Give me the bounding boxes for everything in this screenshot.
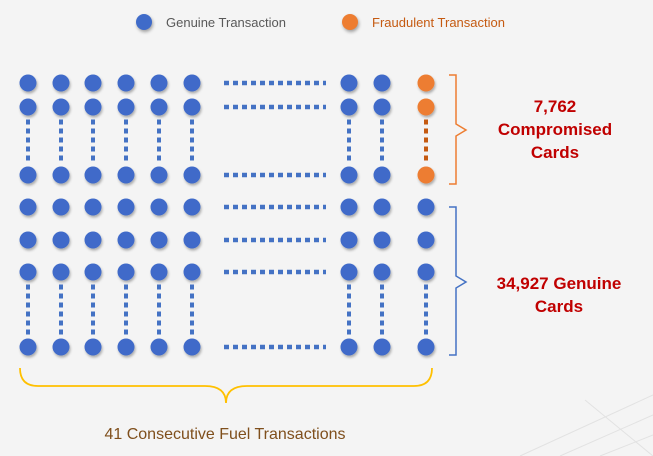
genuine-transaction-dot bbox=[150, 74, 168, 92]
consecutive-transactions-label: 41 Consecutive Fuel Transactions bbox=[104, 426, 346, 443]
genuine-transaction-dot bbox=[117, 166, 135, 184]
genuine-transaction-dot bbox=[340, 231, 358, 249]
genuine-transaction-dot bbox=[19, 98, 37, 116]
genuine-cards-label: 34,927 Genuine Cards bbox=[474, 272, 644, 318]
genuine-transaction-dot bbox=[117, 198, 135, 216]
genuine-transaction-dot bbox=[373, 231, 391, 249]
genuine-transaction-dot bbox=[340, 198, 358, 216]
genuine-transaction-dot bbox=[373, 338, 391, 356]
fraudulent-transaction-dot bbox=[417, 166, 435, 184]
legend-fraud-label: Fraudulent Transaction bbox=[372, 14, 505, 30]
genuine-transaction-dot bbox=[150, 338, 168, 356]
genuine-bracket bbox=[449, 206, 468, 356]
genuine-transaction-dot bbox=[373, 263, 391, 281]
genuine-transaction-dot bbox=[84, 166, 102, 184]
legend-genuine-label: Genuine Transaction bbox=[166, 14, 286, 30]
genuine-transaction-dot bbox=[150, 166, 168, 184]
background-decoration bbox=[519, 394, 653, 456]
genuine-transaction-dot bbox=[84, 263, 102, 281]
genuine-transaction-dot bbox=[84, 74, 102, 92]
genuine-transaction-dot bbox=[340, 263, 358, 281]
genuine-transaction-dot bbox=[150, 263, 168, 281]
compromised-bracket bbox=[449, 74, 468, 185]
genuine-transaction-dot bbox=[373, 98, 391, 116]
genuine-transaction-dot bbox=[373, 198, 391, 216]
genuine-transaction-dot bbox=[84, 231, 102, 249]
genuine-transaction-dot bbox=[340, 98, 358, 116]
genuine-transaction-dot bbox=[117, 231, 135, 249]
genuine-transaction-dot bbox=[340, 338, 358, 356]
genuine-transaction-dot bbox=[417, 263, 435, 281]
fraudulent-transaction-dot bbox=[417, 98, 435, 116]
genuine-transaction-dot bbox=[19, 231, 37, 249]
genuine-transaction-dot bbox=[84, 338, 102, 356]
fraudulent-transaction-dot bbox=[417, 74, 435, 92]
genuine-transaction-dot bbox=[52, 263, 70, 281]
genuine-transaction-dot bbox=[340, 166, 358, 184]
genuine-transaction-dot bbox=[183, 338, 201, 356]
genuine-transaction-dot bbox=[150, 98, 168, 116]
transaction-grid bbox=[19, 74, 435, 356]
legend-genuine: Genuine Transaction bbox=[136, 14, 286, 30]
compromised-word: Compromised bbox=[497, 120, 613, 139]
genuine-transaction-dot bbox=[52, 166, 70, 184]
genuine-transaction-dot bbox=[52, 74, 70, 92]
genuine-transaction-dot bbox=[340, 74, 358, 92]
genuine-transaction-dot bbox=[52, 198, 70, 216]
genuine-transaction-dot bbox=[183, 74, 201, 92]
genuine-transaction-dot bbox=[183, 166, 201, 184]
genuine-count: 34,927 Genuine bbox=[496, 274, 622, 293]
genuine-transaction-dot bbox=[52, 338, 70, 356]
genuine-transaction-dot bbox=[183, 98, 201, 116]
genuine-transaction-dot bbox=[417, 231, 435, 249]
genuine-transaction-dot bbox=[117, 98, 135, 116]
group-brackets bbox=[19, 74, 468, 404]
genuine-transaction-dot-icon bbox=[136, 14, 152, 30]
genuine-transaction-dot bbox=[52, 231, 70, 249]
genuine-transaction-dot bbox=[84, 98, 102, 116]
genuine-transaction-dot bbox=[117, 263, 135, 281]
genuine-transaction-dot bbox=[19, 338, 37, 356]
genuine-cards-word: Cards bbox=[534, 297, 584, 316]
genuine-transaction-dot bbox=[183, 263, 201, 281]
compromised-cards-word: Cards bbox=[530, 143, 580, 162]
genuine-transaction-dot bbox=[84, 198, 102, 216]
genuine-transaction-dot bbox=[183, 198, 201, 216]
legend-fraud: Fraudulent Transaction bbox=[342, 14, 505, 30]
transactions-brace bbox=[19, 367, 433, 404]
genuine-transaction-dot bbox=[19, 166, 37, 184]
genuine-transaction-dot bbox=[19, 74, 37, 92]
genuine-transaction-dot bbox=[417, 198, 435, 216]
genuine-transaction-dot bbox=[117, 74, 135, 92]
compromised-cards-label: 7,762 Compromised Cards bbox=[470, 95, 640, 164]
genuine-transaction-dot bbox=[373, 166, 391, 184]
genuine-transaction-dot bbox=[52, 98, 70, 116]
genuine-transaction-dot bbox=[183, 231, 201, 249]
genuine-transaction-dot bbox=[373, 74, 391, 92]
genuine-transaction-dot bbox=[417, 338, 435, 356]
genuine-transaction-dot bbox=[117, 338, 135, 356]
fraudulent-transaction-dot-icon bbox=[342, 14, 358, 30]
compromised-count: 7,762 bbox=[533, 97, 577, 116]
genuine-transaction-dot bbox=[19, 263, 37, 281]
genuine-transaction-dot bbox=[150, 231, 168, 249]
genuine-transaction-dot bbox=[150, 198, 168, 216]
genuine-transaction-dot bbox=[19, 198, 37, 216]
